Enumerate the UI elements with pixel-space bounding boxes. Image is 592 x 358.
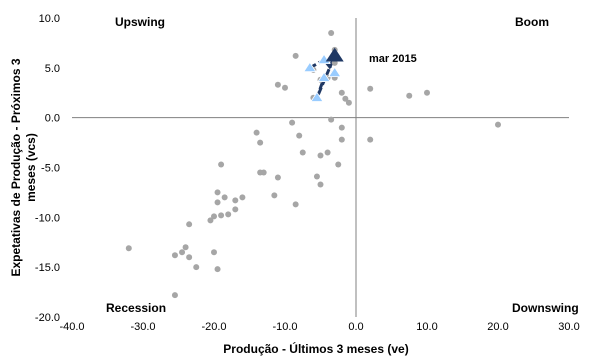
history-point xyxy=(193,264,200,271)
history-point xyxy=(338,124,345,131)
x-tick-label: -30.0 xyxy=(130,321,155,333)
y-tick-label: -20.0 xyxy=(35,312,60,324)
history-point xyxy=(232,197,239,204)
history-point xyxy=(179,249,186,256)
history-point xyxy=(257,169,264,176)
recent-point xyxy=(303,61,317,73)
history-point xyxy=(317,152,324,159)
history-point xyxy=(271,192,278,199)
history-point xyxy=(171,292,178,299)
history-point xyxy=(221,194,228,201)
history-point xyxy=(186,221,193,228)
history-point xyxy=(338,89,345,96)
history-point xyxy=(282,84,288,91)
x-tick-label: -40.0 xyxy=(59,321,84,333)
history-point xyxy=(345,99,352,106)
y-tick-label: 10.0 xyxy=(39,13,60,25)
x-tick-label: 0.0 xyxy=(348,321,363,333)
history-point xyxy=(253,129,260,136)
history-point xyxy=(211,249,217,256)
history-point xyxy=(274,81,281,88)
history-point xyxy=(274,174,281,181)
history-point xyxy=(232,206,239,213)
history-point xyxy=(317,181,324,188)
history-point xyxy=(186,254,193,261)
history-point xyxy=(171,252,178,259)
history-point xyxy=(324,149,331,156)
history-point xyxy=(424,89,430,96)
recent-points xyxy=(303,47,344,102)
x-tick-label: -10.0 xyxy=(272,321,297,333)
y-tick-labels: 10.0 5.0 0.0 -5.0 -10.0 -15.0 -20.0 xyxy=(35,13,60,324)
y-tick-label: -15.0 xyxy=(35,262,60,274)
history-point xyxy=(292,52,299,59)
history-point xyxy=(299,149,306,156)
history-point xyxy=(289,119,296,126)
history-point xyxy=(328,116,335,123)
quadrant-label-boom: Boom xyxy=(515,15,549,29)
history-point xyxy=(257,139,264,146)
y-axis-title-line-1: Expetativas de Produção - Próximos 3 xyxy=(9,58,23,276)
history-point xyxy=(207,217,214,224)
quadrant-label-upswing: Upswing xyxy=(115,15,165,29)
history-point xyxy=(338,136,345,143)
history-point xyxy=(335,161,342,168)
history-point xyxy=(218,212,225,219)
recent-point xyxy=(327,66,342,77)
history-point xyxy=(214,189,221,196)
x-tick-label: 20.0 xyxy=(487,321,508,333)
latest-point xyxy=(325,47,344,62)
history-point xyxy=(342,95,349,102)
history-point xyxy=(367,136,374,143)
history-point xyxy=(367,85,374,92)
recent-point xyxy=(310,91,324,102)
history-point xyxy=(125,245,132,252)
history-point xyxy=(406,92,413,99)
annotation-mar-2015: mar 2015 xyxy=(369,53,417,65)
x-axis-title: Produção - Últimos 3 meses (ve) xyxy=(223,341,408,356)
history-point xyxy=(214,199,221,206)
history-point xyxy=(313,173,320,180)
history-point xyxy=(214,266,221,273)
history-point xyxy=(225,211,232,218)
y-tick-label: 5.0 xyxy=(45,63,60,75)
history-point xyxy=(328,29,335,36)
history-point xyxy=(495,121,501,128)
quadrant-label-downswing: Downswing xyxy=(512,301,579,315)
recent-point xyxy=(317,71,331,82)
history-point xyxy=(211,213,217,220)
history-point xyxy=(239,194,246,201)
axes xyxy=(72,18,569,317)
history-point xyxy=(292,201,299,208)
x-tick-label: 30.0 xyxy=(558,321,579,333)
history-point xyxy=(296,132,303,139)
y-tick-label: -10.0 xyxy=(35,212,60,224)
y-tick-label: -5.0 xyxy=(41,163,60,175)
quadrant-label-recession: Recession xyxy=(106,301,166,315)
x-tick-label: -20.0 xyxy=(201,321,226,333)
x-tick-labels: -40.0 -30.0 -20.0 -10.0 0.0 10.0 20.0 30.0 xyxy=(59,321,579,333)
y-axis-title-line-2: meses (vcs) xyxy=(24,133,38,202)
history-point xyxy=(218,161,225,168)
history-point xyxy=(182,244,189,251)
x-tick-label: 10.0 xyxy=(416,321,437,333)
y-tick-label: 0.0 xyxy=(45,113,60,125)
